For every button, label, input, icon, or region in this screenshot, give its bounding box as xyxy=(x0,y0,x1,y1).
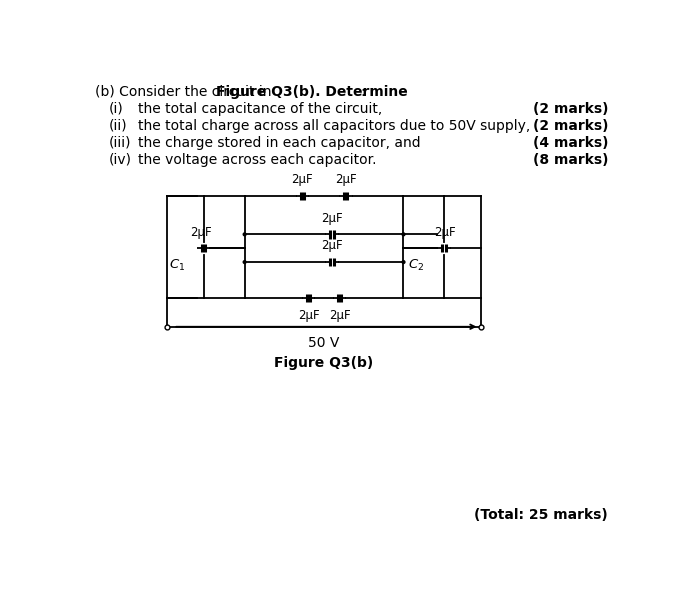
Text: 2μF: 2μF xyxy=(298,310,320,322)
Text: 2μF: 2μF xyxy=(292,173,314,186)
Text: (2 marks): (2 marks) xyxy=(532,119,608,133)
Circle shape xyxy=(244,233,246,236)
Text: Figure Q3(b). Determine: Figure Q3(b). Determine xyxy=(216,85,407,99)
Circle shape xyxy=(244,261,246,264)
Text: 50 V: 50 V xyxy=(309,336,340,350)
Text: :: : xyxy=(361,85,366,99)
Text: (4 marks): (4 marks) xyxy=(532,136,608,150)
Text: the total capacitance of the circuit,: the total capacitance of the circuit, xyxy=(139,102,383,116)
Text: the charge stored in each capacitor, and: the charge stored in each capacitor, and xyxy=(139,136,421,150)
Text: (ii): (ii) xyxy=(109,119,128,133)
Text: $C_2$: $C_2$ xyxy=(408,258,425,273)
Text: 2μF: 2μF xyxy=(191,226,212,238)
Text: 2μF: 2μF xyxy=(329,310,351,322)
Text: 2μF: 2μF xyxy=(434,226,456,238)
Text: (2 marks): (2 marks) xyxy=(532,102,608,116)
Text: 2μF: 2μF xyxy=(321,240,342,252)
Text: the voltage across each capacitor.: the voltage across each capacitor. xyxy=(139,153,377,167)
Text: $C_1$: $C_1$ xyxy=(169,258,186,273)
Text: 2μF: 2μF xyxy=(321,211,342,225)
Text: 2μF: 2μF xyxy=(335,173,357,186)
Text: (Total: 25 marks): (Total: 25 marks) xyxy=(474,507,608,522)
Circle shape xyxy=(402,233,405,236)
Text: (i): (i) xyxy=(109,102,123,116)
Text: (iv): (iv) xyxy=(109,153,132,167)
Text: the total charge across all capacitors due to 50V supply,: the total charge across all capacitors d… xyxy=(139,119,531,133)
Text: Figure Q3(b): Figure Q3(b) xyxy=(274,356,374,370)
Text: (b) Consider the circuit in: (b) Consider the circuit in xyxy=(95,85,276,99)
Circle shape xyxy=(402,261,405,264)
Text: (8 marks): (8 marks) xyxy=(532,153,608,167)
Text: (iii): (iii) xyxy=(109,136,132,150)
